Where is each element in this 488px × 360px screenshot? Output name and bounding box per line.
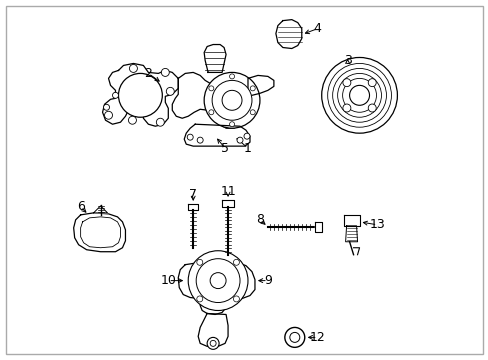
Text: 10: 10 (160, 274, 176, 287)
Polygon shape (198, 314, 227, 346)
Text: 1: 1 (244, 141, 251, 155)
Circle shape (112, 92, 118, 98)
Text: 13: 13 (369, 218, 385, 231)
Circle shape (342, 104, 350, 112)
Circle shape (128, 116, 136, 124)
Circle shape (129, 64, 137, 72)
Circle shape (349, 85, 369, 105)
Circle shape (161, 68, 169, 76)
Circle shape (197, 137, 203, 143)
Polygon shape (314, 222, 321, 232)
Circle shape (207, 337, 219, 349)
Polygon shape (188, 204, 198, 210)
Polygon shape (93, 206, 107, 213)
Circle shape (196, 259, 240, 302)
Circle shape (237, 137, 243, 143)
Text: 7: 7 (189, 188, 197, 202)
Text: 4: 4 (313, 22, 321, 35)
Text: 12: 12 (309, 331, 325, 344)
Polygon shape (222, 200, 234, 207)
Circle shape (156, 118, 164, 126)
Circle shape (229, 74, 234, 79)
Polygon shape (275, 20, 301, 49)
Circle shape (187, 134, 193, 140)
Circle shape (208, 110, 213, 115)
Circle shape (188, 251, 247, 310)
Circle shape (210, 340, 216, 346)
Circle shape (342, 79, 350, 87)
Text: 6: 6 (77, 201, 84, 213)
Circle shape (229, 122, 234, 127)
Circle shape (244, 133, 249, 139)
Circle shape (367, 79, 375, 87)
Circle shape (196, 296, 203, 302)
Circle shape (285, 328, 304, 347)
Circle shape (166, 87, 174, 95)
Polygon shape (74, 213, 125, 252)
Circle shape (222, 90, 242, 110)
Text: 5: 5 (221, 141, 228, 155)
Polygon shape (203, 45, 225, 72)
Circle shape (250, 86, 255, 91)
Circle shape (196, 259, 203, 265)
Circle shape (321, 58, 397, 133)
Text: 11: 11 (220, 185, 235, 198)
Circle shape (367, 104, 375, 112)
Circle shape (103, 104, 109, 110)
Text: 8: 8 (255, 213, 264, 226)
Circle shape (289, 332, 299, 342)
Circle shape (233, 296, 239, 302)
Circle shape (118, 73, 162, 117)
Circle shape (233, 259, 239, 265)
Circle shape (203, 72, 260, 128)
Polygon shape (343, 215, 359, 226)
Text: 3: 3 (343, 54, 351, 67)
Circle shape (208, 86, 213, 91)
Circle shape (250, 110, 255, 115)
Text: 9: 9 (264, 274, 271, 287)
Polygon shape (172, 72, 247, 128)
Circle shape (210, 273, 225, 289)
Polygon shape (345, 226, 357, 242)
Polygon shape (102, 63, 178, 126)
Polygon shape (184, 124, 249, 146)
Polygon shape (247, 75, 273, 96)
Circle shape (212, 80, 251, 120)
Polygon shape (178, 262, 254, 315)
Text: 2: 2 (144, 67, 152, 80)
Circle shape (104, 111, 112, 119)
Polygon shape (81, 217, 120, 248)
